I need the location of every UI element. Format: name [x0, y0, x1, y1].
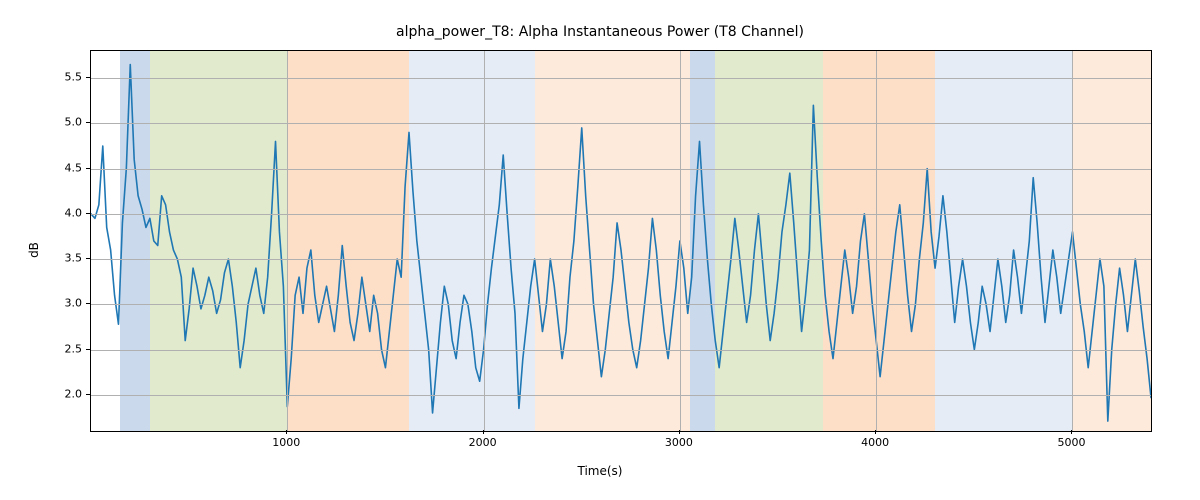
gridline-h	[91, 395, 1151, 396]
x-tick-mark	[875, 430, 876, 434]
gridline-h	[91, 123, 1151, 124]
y-tick-mark	[86, 258, 90, 259]
x-tick-mark	[679, 430, 680, 434]
y-tick-mark	[86, 168, 90, 169]
y-tick-mark	[86, 394, 90, 395]
y-tick-label: 2.0	[42, 387, 82, 400]
y-tick-label: 3.0	[42, 297, 82, 310]
y-tick-label: 5.0	[42, 116, 82, 129]
gridline-v	[287, 51, 288, 431]
x-tick-label: 2000	[469, 436, 497, 449]
y-tick-label: 4.5	[42, 161, 82, 174]
series-path	[91, 65, 1151, 421]
gridline-h	[91, 214, 1151, 215]
y-tick-mark	[86, 77, 90, 78]
x-axis-label: Time(s)	[0, 464, 1200, 478]
gridline-h	[91, 169, 1151, 170]
plot-area	[90, 50, 1152, 432]
y-axis-label: dB	[27, 242, 41, 258]
y-tick-label: 4.0	[42, 206, 82, 219]
gridline-h	[91, 78, 1151, 79]
y-tick-mark	[86, 349, 90, 350]
x-tick-mark	[1071, 430, 1072, 434]
gridline-v	[876, 51, 877, 431]
y-tick-mark	[86, 303, 90, 304]
gridline-h	[91, 304, 1151, 305]
x-tick-mark	[286, 430, 287, 434]
gridline-v	[680, 51, 681, 431]
y-tick-label: 5.5	[42, 71, 82, 84]
x-tick-label: 5000	[1057, 436, 1085, 449]
x-tick-label: 3000	[665, 436, 693, 449]
gridline-v	[1072, 51, 1073, 431]
y-tick-mark	[86, 122, 90, 123]
chart-figure: alpha_power_T8: Alpha Instantaneous Powe…	[0, 0, 1200, 500]
y-tick-label: 2.5	[42, 342, 82, 355]
gridline-v	[484, 51, 485, 431]
gridline-h	[91, 350, 1151, 351]
gridline-h	[91, 259, 1151, 260]
y-tick-label: 3.5	[42, 252, 82, 265]
y-tick-mark	[86, 213, 90, 214]
x-tick-mark	[483, 430, 484, 434]
line-series	[91, 51, 1151, 431]
chart-title: alpha_power_T8: Alpha Instantaneous Powe…	[0, 24, 1200, 40]
x-tick-label: 1000	[272, 436, 300, 449]
x-tick-label: 4000	[861, 436, 889, 449]
